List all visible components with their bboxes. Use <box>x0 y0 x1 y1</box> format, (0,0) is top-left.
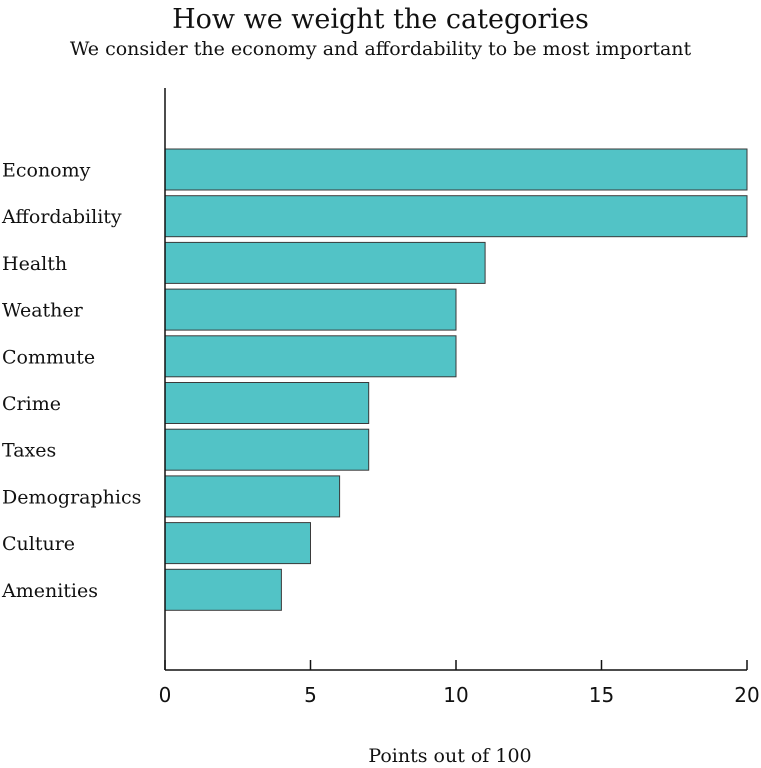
category-label: Crime <box>2 393 61 415</box>
bar <box>164 288 457 331</box>
category-label: Health <box>2 253 67 275</box>
x-axis-title: Points out of 100 <box>368 745 531 767</box>
category-label: Weather <box>2 300 84 322</box>
x-tick-label: 0 <box>159 683 172 707</box>
bar <box>164 241 486 284</box>
category-label: Demographics <box>2 486 141 508</box>
x-tick-label: 15 <box>589 683 614 707</box>
category-label: Culture <box>2 533 75 555</box>
bar <box>164 335 457 378</box>
bar <box>164 522 311 565</box>
category-label: Economy <box>2 160 91 182</box>
category-label: Affordability <box>1 206 122 228</box>
bar <box>164 475 341 518</box>
x-tick-label: 20 <box>734 683 759 707</box>
category-label: Amenities <box>1 580 98 602</box>
bar <box>164 195 748 238</box>
bar <box>164 428 370 471</box>
category-label: Taxes <box>2 440 56 462</box>
bar <box>164 148 748 191</box>
chart-subtitle: We consider the economy and affordabilit… <box>69 38 692 60</box>
chart-title: How we weight the categories <box>172 4 589 35</box>
category-label: Commute <box>2 346 95 368</box>
bar <box>164 382 370 424</box>
x-tick-label: 10 <box>443 683 468 707</box>
bar <box>164 568 282 611</box>
x-tick-label: 5 <box>304 683 317 707</box>
